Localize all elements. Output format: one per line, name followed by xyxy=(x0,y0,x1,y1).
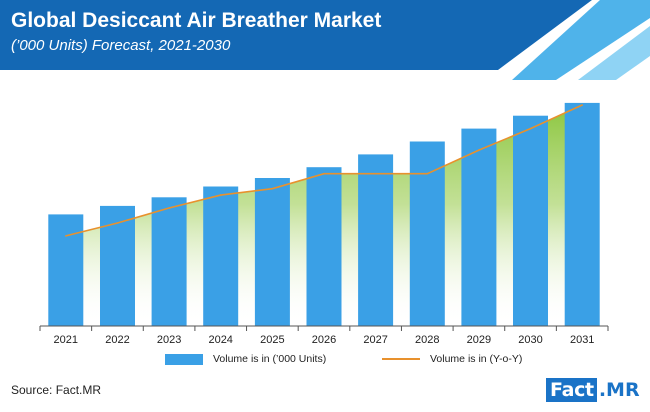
legend-line-label: Volume is in (Y-o-Y) xyxy=(430,353,523,365)
bar-2022 xyxy=(100,205,135,326)
legend-item-bar: Volume is in (’000 Units) xyxy=(165,351,326,367)
header-stripe-light xyxy=(512,0,650,80)
x-tick-label: 2026 xyxy=(312,334,336,346)
legend-line-swatch xyxy=(382,358,420,360)
chart-subtitle: (’000 Units) Forecast, 2021-2030 xyxy=(11,37,231,54)
bar-2023 xyxy=(151,197,187,326)
yoy-point-2029 xyxy=(478,149,480,151)
header-banner xyxy=(0,0,650,80)
bar-2027 xyxy=(358,154,394,326)
source-note: Source: Fact.MR xyxy=(11,383,102,397)
chart-title: Global Desiccant Air Breather Market xyxy=(11,9,382,32)
yoy-point-2026 xyxy=(323,172,325,175)
logo-text-fact: Fact xyxy=(546,378,597,402)
bar-2025 xyxy=(254,178,290,326)
bar-2026 xyxy=(306,167,342,326)
bar-2028 xyxy=(409,141,445,326)
legend-item-line: Volume is in (Y-o-Y) xyxy=(382,351,522,367)
yoy-point-2028 xyxy=(426,172,429,175)
yoy-point-2030 xyxy=(529,127,532,130)
x-tick-label: 2024 xyxy=(208,334,232,346)
x-tick-label: 2023 xyxy=(157,334,181,346)
yoy-point-2024 xyxy=(219,194,222,196)
yoy-point-2021 xyxy=(65,235,67,237)
bar-2030 xyxy=(513,115,548,326)
bar-2029 xyxy=(461,128,497,326)
header-stripe-pale xyxy=(578,26,650,80)
factmr-logo: Fact .MR xyxy=(546,377,640,403)
yoy-point-2025 xyxy=(271,187,274,190)
yoy-point-2031 xyxy=(581,104,583,106)
legend-bar-label: Volume is in (’000 Units) xyxy=(213,353,327,365)
legend-bar-swatch xyxy=(165,353,203,365)
bar-2021 xyxy=(48,214,84,326)
chart-area: 2021 2022 2023 2024 2025 2026 2027 2028 2029 2030… xyxy=(39,102,609,346)
x-tick-label: 2031 xyxy=(570,334,594,346)
x-tick-label: 2027 xyxy=(363,334,387,346)
bar-2024 xyxy=(203,186,239,326)
x-tick-label: 2021 xyxy=(54,334,78,346)
x-tick-label: 2028 xyxy=(415,334,439,346)
header-background xyxy=(0,0,592,70)
logo-text-mr: .MR xyxy=(598,379,640,401)
x-tick-label: 2022 xyxy=(105,334,129,346)
yoy-point-2023 xyxy=(168,207,170,209)
x-tick-label: 2025 xyxy=(260,334,284,346)
bar-2031 xyxy=(564,102,600,327)
yoy-point-2022 xyxy=(116,222,119,224)
x-tick-label: 2030 xyxy=(518,334,542,346)
yoy-point-2027 xyxy=(374,172,377,175)
x-tick-label: 2029 xyxy=(467,334,491,346)
